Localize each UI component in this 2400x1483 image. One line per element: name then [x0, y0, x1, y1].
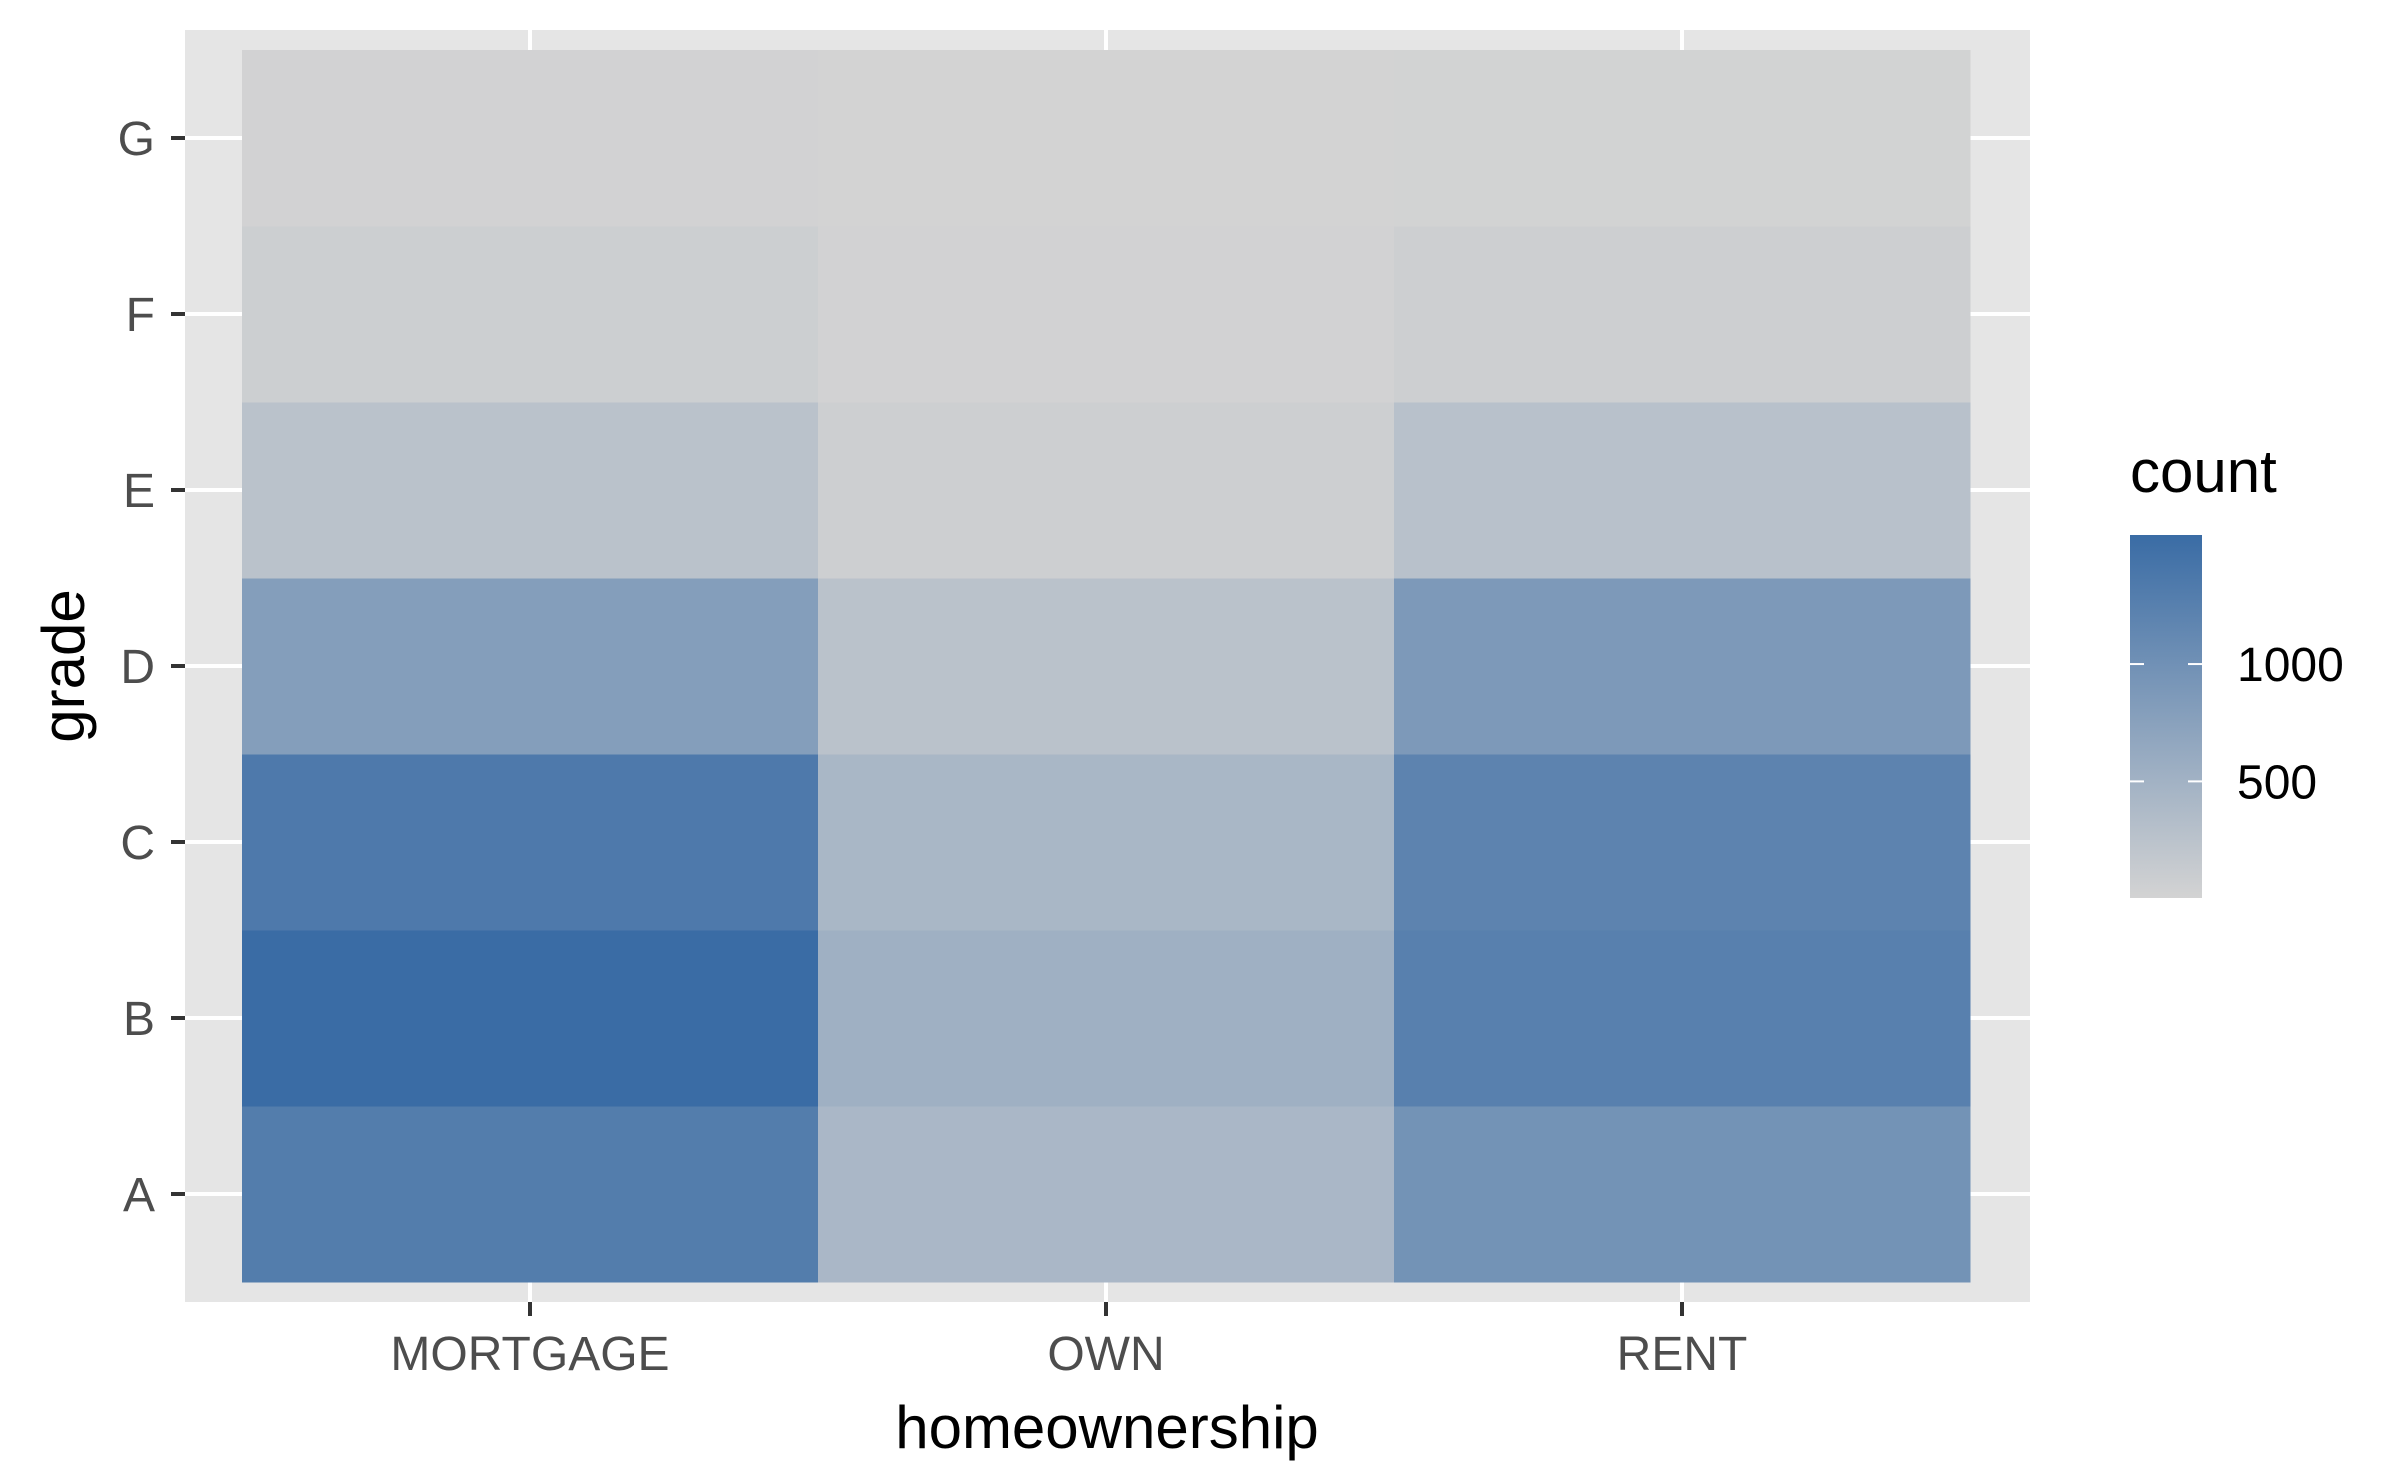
heatmap-cell-own-f — [818, 226, 1395, 403]
heatmap-cell-own-d — [818, 578, 1395, 755]
heatmap-cell-rent-a — [1394, 1106, 1971, 1283]
y-tick-label: C — [120, 817, 155, 870]
legend-tick-label: 500 — [2237, 756, 2317, 809]
heatmap-cell-mortgage-e — [242, 402, 819, 579]
heatmap-cell-own-g — [818, 50, 1395, 227]
heatmap-cell-own-c — [818, 754, 1395, 931]
y-tick-label: D — [120, 641, 155, 694]
heatmap-cell-mortgage-d — [242, 578, 819, 755]
y-axis-ticks: A B C D E F G — [118, 113, 185, 1222]
heatmap-cell-mortgage-b — [242, 930, 819, 1107]
x-tick-label: RENT — [1617, 1328, 1748, 1381]
heatmap-cell-mortgage-a — [242, 1106, 819, 1283]
legend-tick-label: 1000 — [2237, 639, 2344, 692]
heatmap-cell-own-a — [818, 1106, 1395, 1283]
heatmap-cell-mortgage-f — [242, 226, 819, 403]
heatmap-cell-rent-d — [1394, 578, 1971, 755]
y-tick-label: G — [118, 113, 155, 166]
x-axis-ticks: MORTGAGE OWN RENT — [390, 1302, 1747, 1381]
heatmap-cell-mortgage-g — [242, 50, 819, 227]
heatmap-cell-rent-b — [1394, 930, 1971, 1107]
y-tick-label: B — [123, 993, 155, 1046]
heatmap-cell-rent-c — [1394, 754, 1971, 931]
y-tick-label: A — [123, 1169, 155, 1222]
y-tick-label: F — [126, 289, 155, 342]
x-tick-label: OWN — [1047, 1328, 1164, 1381]
y-tick-label: E — [123, 465, 155, 518]
x-tick-label: MORTGAGE — [390, 1328, 669, 1381]
legend-title: count — [2130, 438, 2277, 505]
x-axis-title: homeownership — [895, 1394, 1319, 1461]
legend-ticks: 500 1000 — [2130, 639, 2344, 809]
heatmap-cell-rent-e — [1394, 402, 1971, 579]
heatmap-cell-rent-g — [1394, 50, 1971, 227]
legend: count 500 1000 — [2130, 438, 2344, 898]
heatmap-cell-mortgage-c — [242, 754, 819, 931]
heatmap-cell-own-e — [818, 402, 1395, 579]
heatmap-cells — [242, 50, 1971, 1283]
y-axis-title: grade — [30, 589, 97, 742]
heatmap-cell-rent-f — [1394, 226, 1971, 403]
heatmap-cell-own-b — [818, 930, 1395, 1107]
legend-colorbar — [2130, 535, 2202, 898]
